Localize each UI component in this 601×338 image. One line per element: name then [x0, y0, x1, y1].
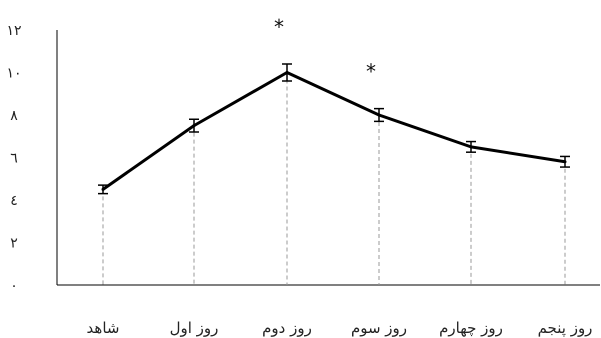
x-tick-label: روز چهارم [439, 319, 503, 337]
y-tick-label: ٦ [10, 151, 18, 167]
x-tick-label: روز سوم [351, 319, 407, 337]
y-tick-label: ۲ [10, 236, 18, 252]
x-tick-label: روز پنجم [538, 319, 593, 338]
data-point [285, 71, 289, 74]
significance-asterisk: * [274, 15, 284, 39]
x-tick-label: روز اول [170, 319, 219, 337]
y-tick-label: ۱۰ [6, 66, 21, 82]
series-line [102, 71, 566, 191]
error-bars [98, 63, 570, 195]
y-tick-label: ۰ [10, 278, 18, 294]
y-tick-label: ۱۲ [6, 23, 21, 39]
significance-markers: ** [274, 15, 376, 84]
y-tick-labels: ۰ ۲ ٤ ٦ ۸ ۱۰ ۱۲ [6, 23, 21, 294]
series-line-group [101, 71, 567, 191]
x-tick-labels: شاهد روز اول روز دوم روز سوم روز چهارم روز پن… [87, 319, 593, 338]
data-point [192, 124, 196, 128]
significance-asterisk: * [366, 60, 376, 84]
x-tick-label: شاهد [87, 319, 120, 337]
data-point [563, 160, 567, 164]
data-point [469, 145, 473, 149]
data-point [377, 113, 381, 117]
drop-lines [102, 72, 566, 285]
y-tick-label: ٤ [10, 193, 18, 209]
x-tick-label: روز دوم [262, 319, 312, 337]
data-point [101, 187, 105, 191]
y-tick-label: ۸ [10, 108, 18, 124]
